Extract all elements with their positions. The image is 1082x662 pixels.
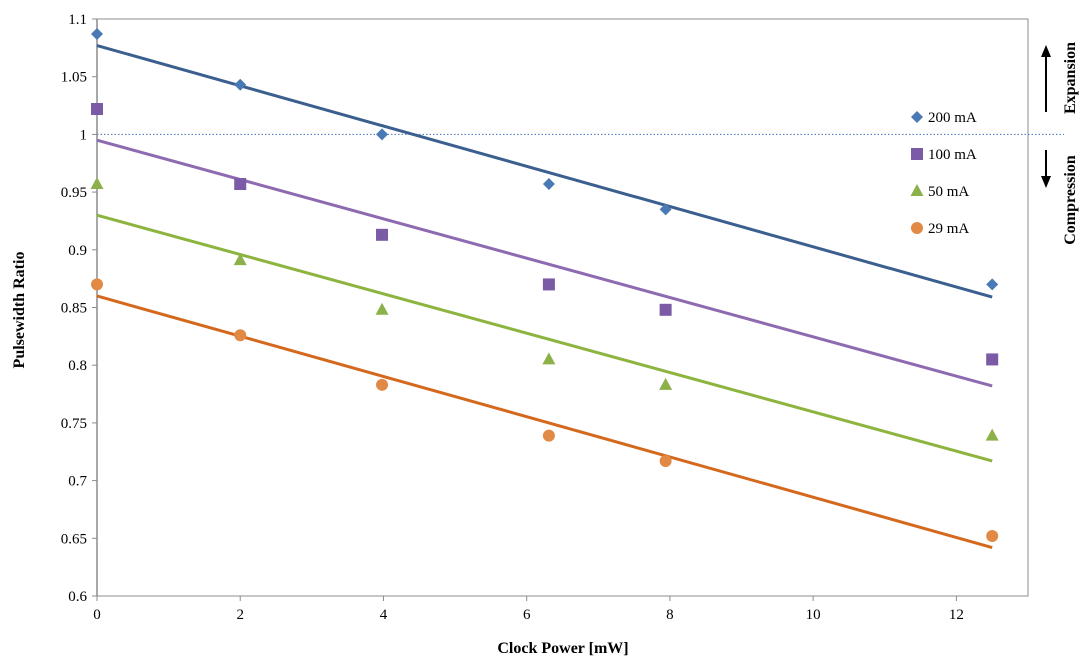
legend-marker-square [911,148,923,160]
legend-label: 29 mA [928,221,969,237]
y-tick-label: 1.05 [61,70,87,86]
legend-item: 100 mA [911,147,977,163]
point-triangle [542,352,556,365]
x-tick-label: 2 [236,607,244,623]
legend-item: 50 mA [910,184,969,200]
expansion-label: Expansion [1062,42,1079,114]
point-circle [542,429,555,442]
compression-label: Compression [1062,155,1079,245]
y-axis-title: Pulsewidth Ratio [11,252,28,369]
x-tick-label: 4 [380,607,388,623]
point-diamond [659,203,672,216]
compression-arrow-head [1041,176,1051,188]
legend-marker-diamond [911,111,923,123]
point-diamond [376,128,389,141]
compression-annotation: Compression [1041,150,1079,245]
plot-area [96,18,1064,597]
point-square [542,278,555,291]
point-triangle [659,377,673,390]
trendline-triangle [96,213,993,463]
legend-label: 50 mA [928,184,969,200]
point-triangle [233,253,247,266]
x-tick-label: 12 [949,607,964,623]
y-tick-label: 0.6 [68,589,87,605]
point-triangle [90,177,104,190]
legend-item: 200 mA [911,110,977,126]
y-tick-label: 1.1 [68,12,87,28]
trendline-diamond [96,44,993,299]
point-diamond [91,28,103,41]
point-diamond [986,278,999,291]
x-tick-label: 10 [806,607,821,623]
y-tick-label: 0.7 [68,474,87,490]
expansion-annotation: Expansion [1041,42,1079,114]
x-axis-title: Clock Power [mW] [497,640,628,657]
point-diamond [234,78,247,91]
y-tick-label: 0.85 [61,301,87,317]
y-tick-label: 0.8 [68,358,87,374]
point-circle [376,378,389,391]
data-points [90,28,999,542]
x-tick-label: 8 [666,607,674,623]
point-square [986,353,999,366]
legend-marker-triangle [910,184,924,196]
point-triangle [375,302,389,315]
point-diamond [542,178,555,191]
axes: 0.6 0.65 0.7 0.75 0.8 0.85 0.9 0.95 1 1.05 1.1 0 2 4 6… [61,12,964,623]
y-tick-label: 1 [80,127,88,143]
point-circle [986,529,999,542]
legend-label: 100 mA [928,147,977,163]
plot-border [96,18,1029,597]
y-tick-label: 0.75 [61,416,87,432]
x-tick-label: 6 [523,607,531,623]
point-circle [91,278,103,291]
point-square [659,303,672,316]
point-triangle [985,428,999,441]
point-square [91,103,103,116]
y-tick-label: 0.95 [61,185,87,201]
point-square [234,178,247,191]
legend-item: 29 mA [911,221,969,237]
point-circle [234,329,247,342]
legend: 200 mA 100 mA 50 mA 29 mA [910,110,977,237]
trendline-circle [96,294,993,549]
y-tick-label: 0.65 [61,531,87,547]
x-tick-label: 0 [93,607,101,623]
y-tick-label: 0.9 [68,243,87,259]
point-circle [659,454,672,467]
expansion-arrow-head [1041,45,1051,57]
point-square [376,228,389,241]
legend-label: 200 mA [928,110,977,126]
legend-marker-circle [911,222,923,234]
